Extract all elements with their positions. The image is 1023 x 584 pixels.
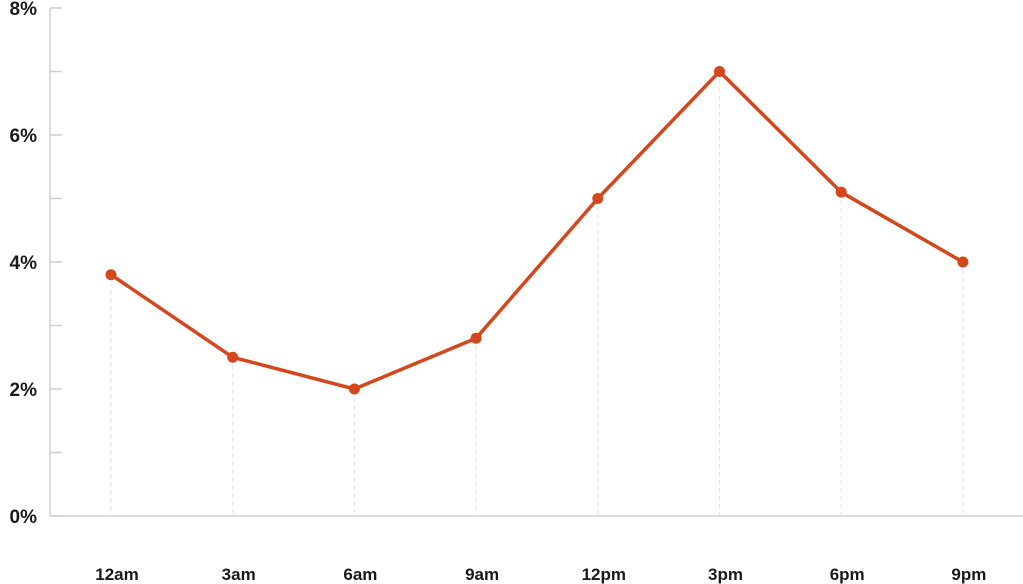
data-point (227, 351, 239, 363)
x-tick-label: 6pm (830, 565, 865, 584)
x-tick-label: 3am (222, 565, 256, 584)
x-tick-label: 6am (343, 565, 377, 584)
x-tick-label: 9pm (951, 565, 986, 584)
x-tick-label: 3pm (708, 565, 743, 584)
data-point (957, 256, 969, 268)
y-tick-label: 6% (10, 126, 38, 147)
x-tick-label: 9am (465, 565, 499, 584)
series-line (109, 69, 965, 391)
data-point (470, 332, 482, 344)
series-group (105, 66, 969, 395)
x-tick-labels: 12am 3am 6am 9am 12pm 3pm 6pm 9pm (95, 565, 986, 584)
y-axis: 0% 2% 4% 6% 8% (10, 0, 62, 528)
x-tick-label: 12am (95, 565, 138, 584)
data-point (714, 66, 725, 77)
y-tick-label: 8% (10, 0, 38, 20)
data-point (592, 193, 604, 204)
data-point (105, 269, 117, 281)
drop-lines (110, 71, 964, 516)
y-tick-label: 0% (10, 507, 38, 528)
y-tick-label: 2% (10, 380, 38, 401)
data-point (348, 383, 360, 395)
y-tick-label: 4% (10, 253, 38, 274)
x-tick-label: 12pm (582, 565, 626, 584)
data-point (835, 186, 847, 198)
